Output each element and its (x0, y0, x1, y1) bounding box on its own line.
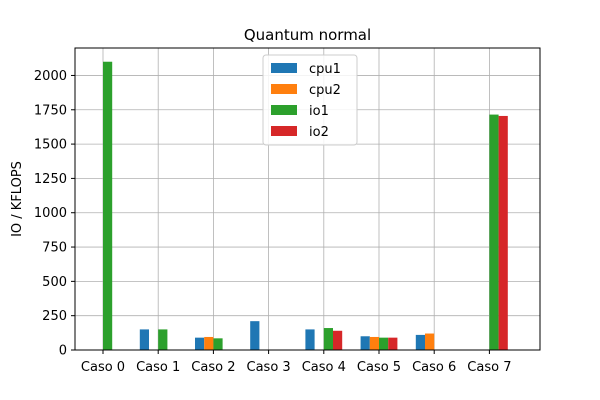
axes: 0 250 500 750 1000 1250 1500 1750 2000 Caso 0 Caso… (34, 69, 512, 375)
bar-io2-caso-7 (498, 115, 508, 350)
bar-cpu2-caso-5 (369, 336, 379, 350)
x-tick-label: Caso 4 (302, 360, 346, 375)
bar-io1-caso-4 (323, 328, 333, 350)
x-tick-label: Caso 6 (412, 360, 456, 375)
x-tick-label: Caso 1 (136, 360, 180, 375)
bar-io1-caso-0 (103, 61, 113, 350)
legend-swatch-cpu1 (271, 63, 297, 73)
bar-cpu2-caso-2 (204, 336, 214, 350)
bar-io2-caso-4 (333, 330, 343, 350)
y-tick-label: 1500 (34, 138, 67, 153)
bar-io1-caso-5 (379, 337, 389, 350)
plot-frame (74, 47, 541, 351)
chart-title: Quantum normal (244, 26, 371, 44)
legend-box (262, 54, 358, 146)
legend-label-io1: io1 (309, 104, 329, 119)
bar-cpu1-caso-6 (415, 334, 425, 350)
y-tick-label: 1000 (34, 206, 67, 221)
legend-label-io2: io2 (309, 125, 329, 140)
bar-io1-caso-1 (158, 329, 168, 350)
legend-swatch-cpu2 (271, 84, 297, 94)
bar-cpu1-caso-1 (139, 329, 149, 350)
y-tick-label: 1250 (34, 172, 67, 187)
bar-io1-caso-2 (213, 338, 223, 350)
x-tick-label: Caso 7 (467, 360, 511, 375)
bar-cpu1-caso-2 (195, 337, 205, 350)
y-axis-label: IO / KFLOPS (10, 161, 25, 237)
legend-label-cpu2: cpu2 (309, 83, 341, 98)
bar-io2-caso-5 (388, 337, 398, 350)
x-tick-label: Caso 2 (191, 360, 235, 375)
bar-cpu1-caso-3 (250, 321, 260, 350)
x-tick-label: Caso 3 (247, 360, 291, 375)
y-tick-label: 500 (42, 275, 67, 290)
bars (103, 61, 508, 350)
bar-io1-caso-7 (489, 114, 499, 350)
y-tick-label: 750 (42, 241, 67, 256)
x-tick-label: Caso 5 (357, 360, 401, 375)
bar-cpu1-caso-5 (360, 336, 370, 350)
legend-swatch-io2 (271, 126, 297, 136)
y-tick-label: 250 (42, 309, 67, 324)
bar-cpu1-caso-4 (305, 329, 315, 350)
bar-cpu2-caso-6 (425, 333, 435, 350)
y-tick-label: 0 (59, 344, 67, 359)
x-tick-label: Caso 0 (81, 360, 125, 375)
legend-swatch-io1 (271, 105, 297, 115)
y-tick-label: 2000 (34, 69, 67, 84)
legend-label-cpu1: cpu1 (309, 62, 341, 77)
legend: cpu1 cpu2 io1 io2 (262, 54, 358, 146)
y-tick-label: 1750 (34, 103, 67, 118)
